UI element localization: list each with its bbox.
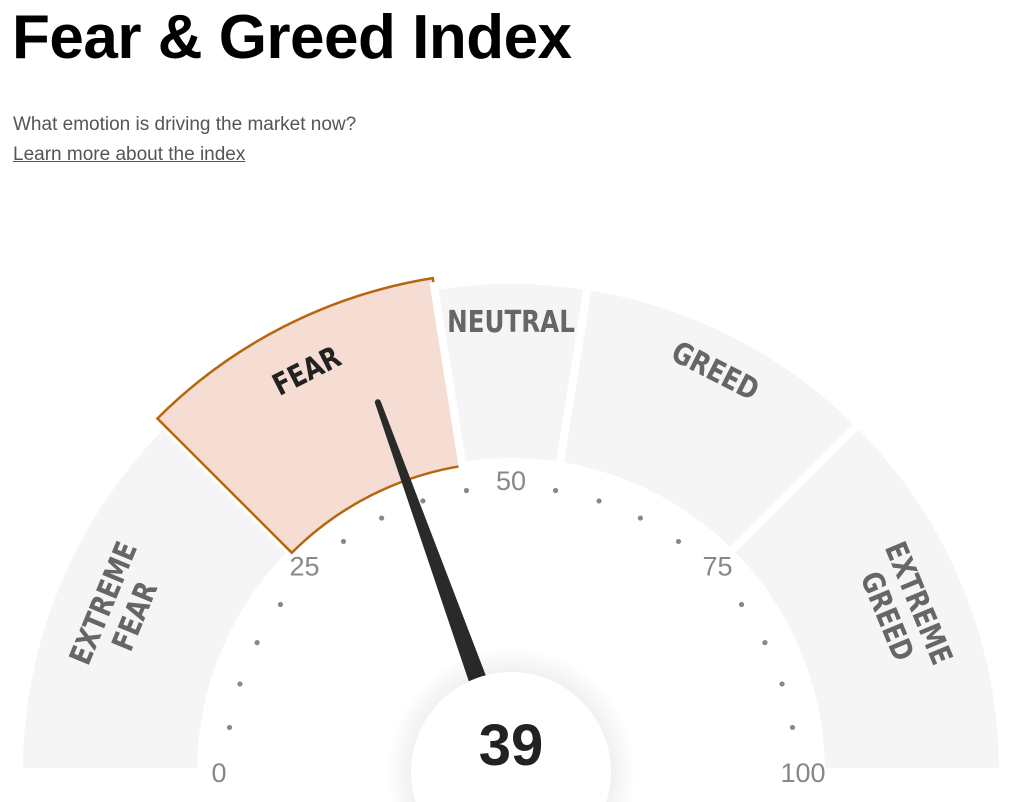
tick-label: 75 [702,552,732,582]
tick-dot [675,538,682,545]
tick-dot [340,538,347,545]
tick-label: 50 [496,466,526,496]
tick-dot [552,487,559,494]
segment-extreme-greed [724,418,1008,776]
center-dial [411,672,611,802]
tick-dot [762,640,768,646]
tick-dot [254,640,260,646]
segment-label-neutral: NEUTRAL [447,306,575,340]
page-title: Fear & Greed Index [12,3,572,72]
tick-dot [237,681,243,687]
tick-dot [463,487,470,494]
score-value: 39 [479,713,544,778]
tick-label: 25 [290,552,320,582]
tick-dot [596,498,602,504]
tick-dot [379,515,385,521]
tick-dot [277,601,284,608]
segment-fear [155,276,464,555]
tick-dot [789,724,796,731]
tick-dot [738,601,745,608]
tick-dot [779,681,785,687]
tick-label: 0 [211,758,226,788]
segment-label-line: NEUTRAL [447,306,575,340]
subtitle: What emotion is driving the market now? [13,114,357,135]
tick-label: 100 [780,758,825,788]
tick-dot [226,724,233,731]
tick-dot [420,498,426,504]
tick-dot [637,515,643,521]
learn-more-link[interactable]: Learn more about the index [13,144,246,165]
